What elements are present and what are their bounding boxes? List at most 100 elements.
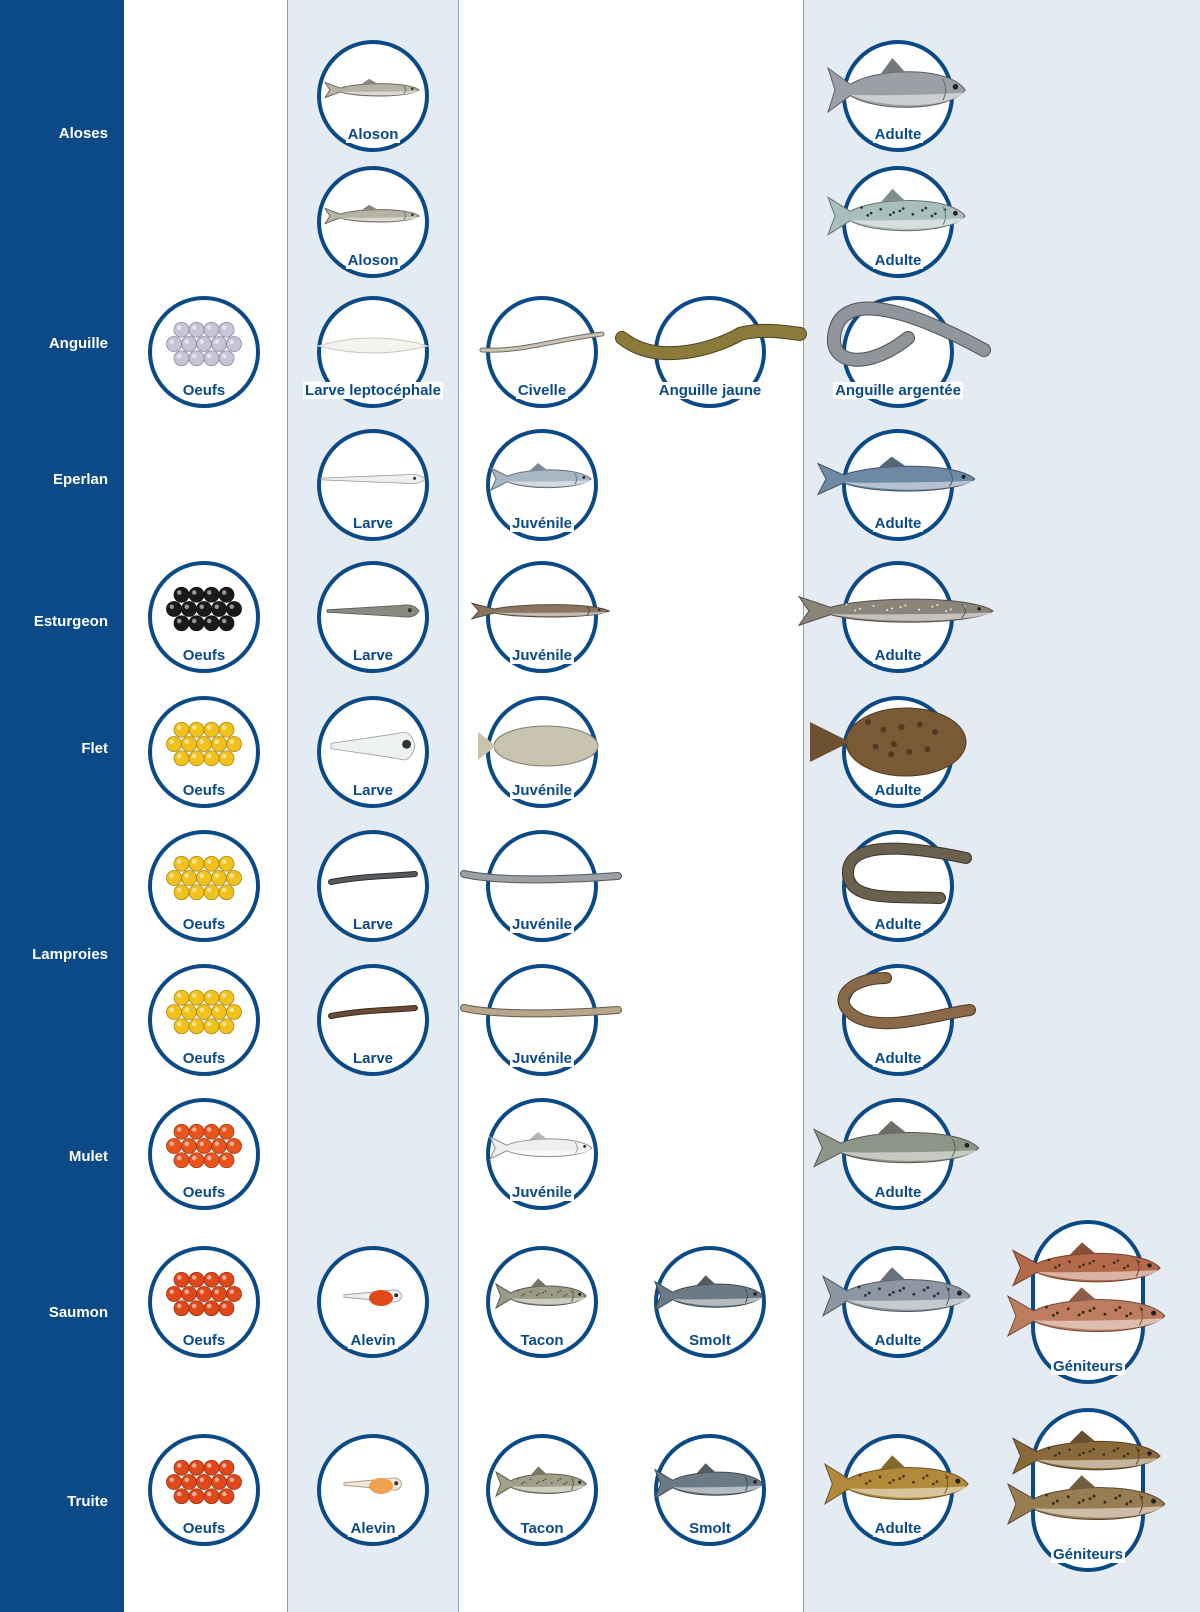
stage-label: Larve <box>350 515 396 532</box>
species-sidebar: Aloses Anguille Eperlan Esturgeon Flet Lampro… <box>0 0 124 1612</box>
stage-label: Géniteurs <box>1050 1358 1126 1375</box>
stage-label: Larve leptocéphale <box>303 382 443 399</box>
stage-trout-parr: Tacon <box>486 1434 598 1546</box>
stage-label: Larve <box>350 1050 396 1067</box>
stage-eggs: Oeufs <box>148 296 260 408</box>
stage-label: Larve <box>350 916 396 933</box>
stage-eggs: Oeufs <box>148 1098 260 1210</box>
species-label: Anguille <box>48 335 108 352</box>
species-label: Truite <box>67 1493 108 1510</box>
species-label: Aloses <box>58 125 108 142</box>
trout-parr-icon <box>495 1466 587 1498</box>
stage-eggs: Oeufs <box>148 561 260 673</box>
stage-label: Adulte <box>872 126 924 143</box>
stage-label: Oeufs <box>180 1050 228 1067</box>
smelt-larva-icon <box>320 473 426 485</box>
stage-label: Adulte <box>872 1520 924 1537</box>
stage-label: Oeufs <box>180 916 228 933</box>
stage-label: Oeufs <box>180 1184 228 1201</box>
stage-label: Adulte <box>872 1184 924 1201</box>
stage-salmon-spawners: Géniteurs <box>1006 1220 1166 1384</box>
sturgeon-juvenile-icon <box>470 602 611 620</box>
mullet-adult-icon <box>812 1120 980 1168</box>
stage-label: Oeufs <box>180 1332 228 1349</box>
stage-lamprey-juvenile: Juvénile <box>460 964 622 1076</box>
column-divider <box>458 0 459 1612</box>
eggs-icon <box>166 721 242 767</box>
stage-label: Juvénile <box>509 647 575 664</box>
lamprey-juvenile-icon <box>460 1004 622 1018</box>
silver-eel-icon <box>827 301 991 367</box>
eggs-icon <box>166 586 242 632</box>
trout-adult-icon <box>824 1455 969 1506</box>
mullet-juvenile-icon <box>488 1132 593 1161</box>
stage-trout-spawners: Géniteurs <box>1006 1408 1166 1572</box>
stage-alose-adult: Adulte <box>827 40 966 152</box>
eggs-icon <box>166 321 242 367</box>
yellow-eel-icon <box>615 323 807 360</box>
stage-smelt-larva: Larve <box>317 429 429 541</box>
stage-sturgeon-adult: Adulte <box>797 561 994 673</box>
stage-smelt-adult: Adulte <box>816 429 976 541</box>
flounder-juvenile-icon <box>478 725 599 767</box>
stage-trout-smolt: Smolt <box>654 1434 766 1546</box>
stage-eggs: Oeufs <box>148 696 260 808</box>
stage-label: Adulte <box>872 647 924 664</box>
stage-alose-juvenile: Aloson <box>317 166 429 278</box>
stage-eggs: Oeufs <box>148 1434 260 1546</box>
stage-label: Juvénile <box>509 1184 575 1201</box>
sturgeon-adult-icon <box>797 595 994 627</box>
stage-label: Larve <box>350 647 396 664</box>
stage-leptocephalus-larva: Larve leptocéphale <box>303 296 443 408</box>
flounder-larva-icon <box>330 731 416 761</box>
stage-lamprey-juvenile: Juvénile <box>460 830 622 942</box>
stage-lamprey-larva: Larve <box>317 830 429 942</box>
alose-feinte-adult-icon <box>827 188 966 236</box>
stage-label: Adulte <box>872 515 924 532</box>
eggs-icon <box>166 1459 242 1505</box>
stage-sturgeon-larva: Larve <box>317 561 429 673</box>
stage-label: Larve <box>350 782 396 799</box>
stage-label: Civelle <box>515 382 569 399</box>
column-divider <box>287 0 288 1612</box>
sturgeon-larva-icon <box>326 604 420 618</box>
stage-label: Alevin <box>348 1332 398 1349</box>
stage-salmon-smolt: Smolt <box>654 1246 766 1358</box>
stage-trout-alevin: Alevin <box>317 1434 429 1546</box>
trout-smolt-icon <box>654 1463 764 1500</box>
salmon-smolt-icon <box>654 1275 764 1312</box>
stage-label: Tacon <box>518 1520 566 1537</box>
trout-alevin-icon <box>343 1477 403 1494</box>
stage-label: Anguille argentée <box>833 382 963 399</box>
stage-mullet-juvenile: Juvénile <box>486 1098 598 1210</box>
lamprey-juvenile-icon <box>460 870 622 884</box>
leptocephalus-larva-icon <box>316 337 430 354</box>
glass-eel-icon <box>479 331 605 353</box>
stage-label: Géniteurs <box>1050 1546 1126 1563</box>
alose-juvenile-icon <box>323 204 420 225</box>
species-label: Lamproies <box>32 946 108 963</box>
eggs-icon <box>166 1271 242 1317</box>
salmon-adult-icon <box>822 1267 971 1317</box>
species-label: Eperlan <box>52 471 108 488</box>
stage-label: Juvénile <box>509 916 575 933</box>
sea-lamprey-adult-icon <box>837 972 976 1030</box>
stage-label: Smolt <box>687 1520 733 1537</box>
stage-sturgeon-juvenile: Juvénile <box>470 561 611 673</box>
stage-lamprey-larva: Larve <box>317 964 429 1076</box>
stage-salmon-alevin: Alevin <box>317 1246 429 1358</box>
stage-label: Juvénile <box>509 1050 575 1067</box>
stage-label: Juvénile <box>509 782 575 799</box>
stage-label: Adulte <box>872 1050 924 1067</box>
species-label: Esturgeon <box>33 613 108 630</box>
stage-silver-eel: Anguille argentée <box>827 296 991 408</box>
smelt-juvenile-icon <box>489 463 592 492</box>
species-label: Flet <box>81 740 108 757</box>
stage-flounder-juvenile: Juvénile <box>478 696 599 808</box>
stage-alose-feinte-adult: Adulte <box>827 166 966 278</box>
stage-label: Oeufs <box>180 782 228 799</box>
stage-flounder-larva: Larve <box>317 696 429 808</box>
stage-yellow-eel: Anguille jaune <box>615 296 807 408</box>
stage-salmon-adult: Adulte <box>822 1246 971 1358</box>
flounder-adult-icon <box>810 707 967 777</box>
